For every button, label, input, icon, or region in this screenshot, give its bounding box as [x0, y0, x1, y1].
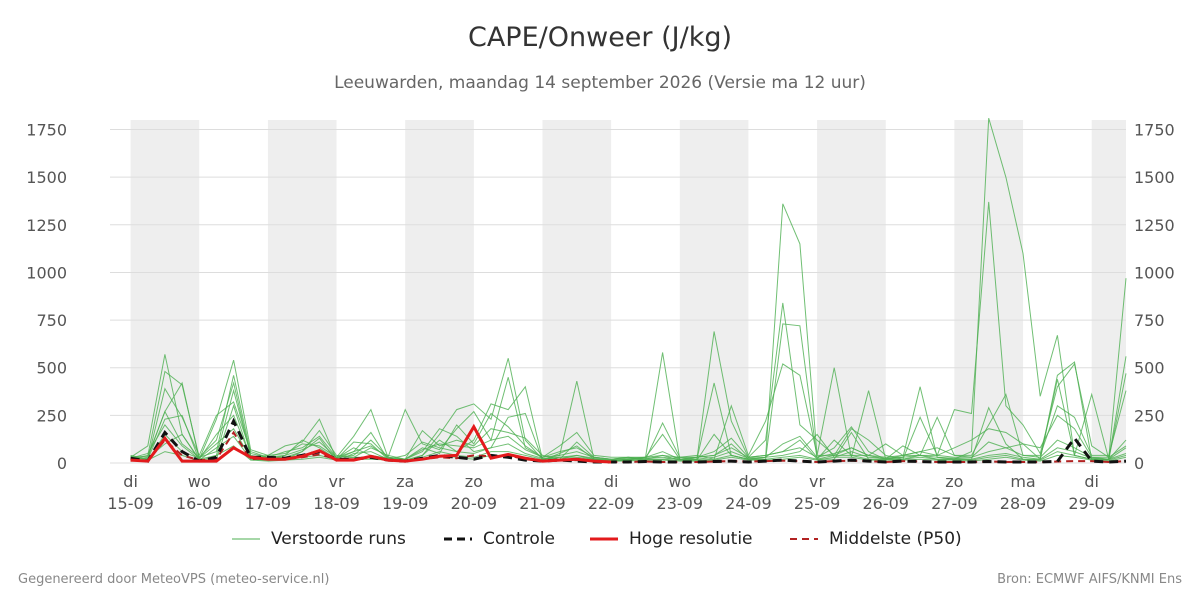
- x-tick-date-8: 23-09: [657, 494, 704, 513]
- legend-hires-swatch: [590, 537, 618, 541]
- weekend-band-5: [817, 120, 886, 463]
- y-tick-right-1000: 1000: [1134, 263, 1175, 282]
- x-tick-weekday-14: di: [1084, 472, 1099, 491]
- y-tick-right-1250: 1250: [1134, 216, 1175, 235]
- x-tick-date-2: 17-09: [245, 494, 292, 513]
- x-tick-date-5: 20-09: [451, 494, 498, 513]
- grid-lines: [110, 129, 1126, 464]
- legend-control-swatch: [444, 537, 472, 541]
- x-tick-date-0: 15-09: [107, 494, 154, 513]
- weekend-bands: [130, 120, 1126, 463]
- y-tick-right-500: 500: [1134, 359, 1165, 378]
- y-tick-left-250: 250: [36, 406, 67, 425]
- x-tick-date-9: 24-09: [725, 494, 772, 513]
- x-tick-date-7: 22-09: [588, 494, 635, 513]
- y-tick-left-1000: 1000: [26, 263, 67, 282]
- control-series: [130, 417, 1127, 464]
- footer-generated-by: Gegenereerd door MeteoVPS (meteo-service…: [18, 572, 330, 587]
- x-tick-weekday-13: ma: [1010, 472, 1035, 491]
- legend-control-label: Controle: [483, 529, 555, 549]
- x-tick-weekday-5: zo: [465, 472, 483, 491]
- x-tick-date-10: 25-09: [794, 494, 841, 513]
- x-tick-weekday-0: di: [123, 472, 138, 491]
- footer-source: Bron: ECMWF AIFS/KNMI Ens: [997, 572, 1182, 587]
- y-tick-left-1500: 1500: [26, 168, 67, 187]
- legend: Verstoorde runs Controle Hoge resolutie …: [0, 529, 1200, 555]
- x-tick-date-3: 18-09: [313, 494, 360, 513]
- x-tick-date-6: 21-09: [519, 494, 566, 513]
- y-tick-right-1750: 1750: [1134, 121, 1175, 140]
- y-tick-left-0: 0: [57, 454, 67, 473]
- ensemble-series-5: [130, 412, 1127, 460]
- x-tick-weekday-2: do: [258, 472, 278, 491]
- y-tick-right-750: 750: [1134, 311, 1165, 330]
- main-lines: [130, 417, 1127, 464]
- y-tick-right-1500: 1500: [1134, 168, 1175, 187]
- y-tick-left-1750: 1750: [26, 121, 67, 140]
- legend-hires-label: Hoge resolutie: [629, 529, 753, 549]
- x-tick-date-4: 19-09: [382, 494, 429, 513]
- x-axis: di 15-09 wo 16-09 do 17-09 vr 18-09 za 19-09 zo 20-…: [107, 472, 1115, 513]
- x-tick-date-11: 26-09: [862, 494, 909, 513]
- x-tick-weekday-4: za: [396, 472, 414, 491]
- weekend-band-1: [267, 120, 337, 463]
- y-tick-right-250: 250: [1134, 406, 1165, 425]
- legend-ensemble: Verstoorde runs: [232, 529, 406, 549]
- x-tick-weekday-10: vr: [809, 472, 825, 491]
- weekend-band-3: [542, 120, 612, 463]
- x-tick-weekday-11: za: [877, 472, 895, 491]
- legend-ensemble-swatch: [232, 538, 260, 540]
- x-tick-weekday-7: di: [604, 472, 619, 491]
- y-tick-left-1250: 1250: [26, 216, 67, 235]
- x-tick-weekday-8: wo: [668, 472, 691, 491]
- chart-subtitle: Leeuwarden, maandag 14 september 2026 (V…: [334, 73, 866, 93]
- legend-median: Middelste (P50): [790, 529, 962, 549]
- legend-median-swatch: [790, 538, 818, 540]
- x-tick-date-12: 27-09: [931, 494, 978, 513]
- x-tick-date-1: 16-09: [176, 494, 223, 513]
- x-tick-weekday-12: zo: [945, 472, 963, 491]
- y-axis-left: 0 250 500 750 1000 1250 1500 1750: [26, 121, 67, 473]
- weekend-band-4: [679, 120, 749, 463]
- hires-series: [130, 423, 612, 464]
- x-tick-date-14: 29-09: [1068, 494, 1115, 513]
- x-tick-date-13: 28-09: [1000, 494, 1047, 513]
- ensemble-series-9: [130, 381, 1127, 460]
- x-tick-weekday-9: do: [738, 472, 758, 491]
- x-tick-weekday-6: ma: [530, 472, 555, 491]
- weekend-band-2: [405, 120, 474, 463]
- x-tick-weekday-1: wo: [188, 472, 211, 491]
- legend-median-label: Middelste (P50): [829, 529, 962, 549]
- y-tick-right-0: 0: [1134, 454, 1144, 473]
- legend-control: Controle: [444, 529, 555, 549]
- chart-title: CAPE/Onweer (J/kg): [467, 22, 732, 53]
- legend-ensemble-label: Verstoorde runs: [271, 529, 406, 549]
- y-axis-right: 0 250 500 750 1000 1250 1500 1750: [1134, 121, 1175, 473]
- y-tick-left-750: 750: [36, 311, 67, 330]
- x-tick-weekday-3: vr: [329, 472, 345, 491]
- y-tick-left-500: 500: [36, 359, 67, 378]
- legend-hires: Hoge resolutie: [590, 529, 753, 549]
